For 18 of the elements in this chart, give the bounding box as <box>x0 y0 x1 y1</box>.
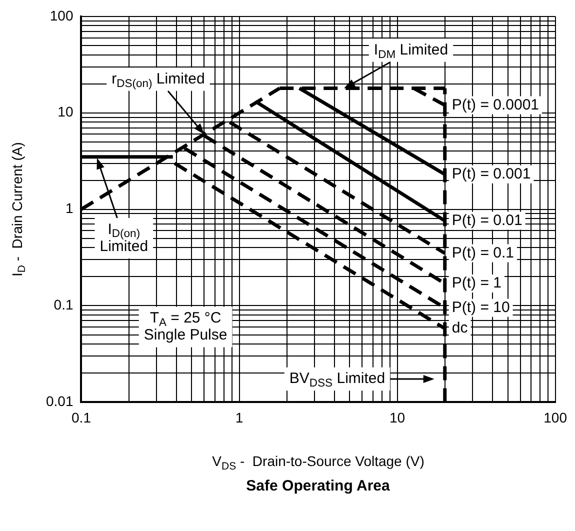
series-label: P(t) = 0.01 <box>452 212 522 229</box>
series-label: P(t) = 0.001 <box>452 166 531 183</box>
y-tick-label: 100 <box>50 7 74 24</box>
series-label: P(t) = 0.0001 <box>452 96 540 114</box>
y-tick-label: 1 <box>65 200 74 216</box>
y-tick-label: 10 <box>58 104 74 120</box>
x-tick-label: 10 <box>390 409 406 426</box>
x-tick-label: 1 <box>235 409 244 426</box>
x-tick-label: 100 <box>544 409 568 426</box>
series-label: dc <box>452 320 468 337</box>
series-label: P(t) = 10 <box>452 299 510 316</box>
text: Safe Operating Area <box>246 477 390 494</box>
y-tick-label: 0.1 <box>54 296 74 313</box>
y-tick-label: 0.01 <box>46 393 74 410</box>
y-axis-title: ID - Drain Current (A) <box>8 142 28 276</box>
x-tick-label: 0.1 <box>72 409 92 426</box>
series-label: P(t) = 1 <box>452 274 502 292</box>
series-label: P(t) = 0.1 <box>452 244 514 262</box>
